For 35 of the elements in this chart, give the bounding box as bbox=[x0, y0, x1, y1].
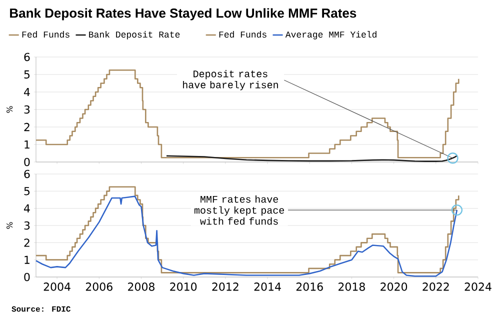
annotation: Deposit rates have barely risen bbox=[183, 70, 278, 90]
x-tick-label: 2012 bbox=[212, 282, 238, 291]
y-tick-label: 0 bbox=[24, 158, 30, 166]
y-tick-label: 4 bbox=[24, 88, 30, 96]
annotation: MMF rates have mostly kept pace with fed funds bbox=[194, 195, 284, 225]
y-tick-label: 1 bbox=[24, 256, 30, 264]
x-tick-label: 2010 bbox=[170, 282, 197, 291]
y-tick-label: 2 bbox=[24, 238, 30, 247]
y-tick-label: 2 bbox=[24, 122, 30, 132]
legend-label: Average MMF Yield bbox=[285, 30, 376, 40]
x-tick-label: 2020 bbox=[380, 282, 408, 291]
y-tick-label: 6 bbox=[24, 170, 30, 178]
y-axis-title: % bbox=[6, 222, 13, 229]
chart-title: Bank Deposit Rates Have Stayed Low Unlike MMF Rates bbox=[10, 8, 356, 20]
y-tick-label: 3 bbox=[24, 221, 30, 230]
y-tick-label: 5 bbox=[24, 70, 30, 79]
x-tick-label: 2006 bbox=[86, 282, 112, 291]
y-tick-label: 0 bbox=[24, 272, 30, 282]
y-tick-label: 3 bbox=[24, 105, 30, 114]
y-axis-title: % bbox=[6, 106, 13, 113]
y-tick-label: 6 bbox=[24, 52, 30, 62]
x-tick-label: 2014 bbox=[254, 282, 281, 291]
x-tick-label: 2018 bbox=[338, 282, 365, 291]
x-tick-label: 2024 bbox=[464, 282, 492, 291]
legend-label: Bank Deposit Rate bbox=[89, 30, 180, 40]
legend-label: Fed Funds bbox=[219, 30, 266, 38]
x-tick-label: 2016 bbox=[296, 282, 323, 291]
x-tick-label: 2022 bbox=[422, 282, 449, 291]
legend-label: Fed Funds bbox=[22, 30, 70, 38]
x-tick-label: 2008 bbox=[128, 282, 154, 291]
source-note: Source: FDIC bbox=[12, 306, 71, 312]
y-tick-label: 4 bbox=[24, 204, 30, 212]
y-tick-label: 1 bbox=[24, 140, 30, 149]
x-tick-label: 2004 bbox=[44, 282, 70, 291]
y-tick-label: 5 bbox=[24, 187, 30, 196]
